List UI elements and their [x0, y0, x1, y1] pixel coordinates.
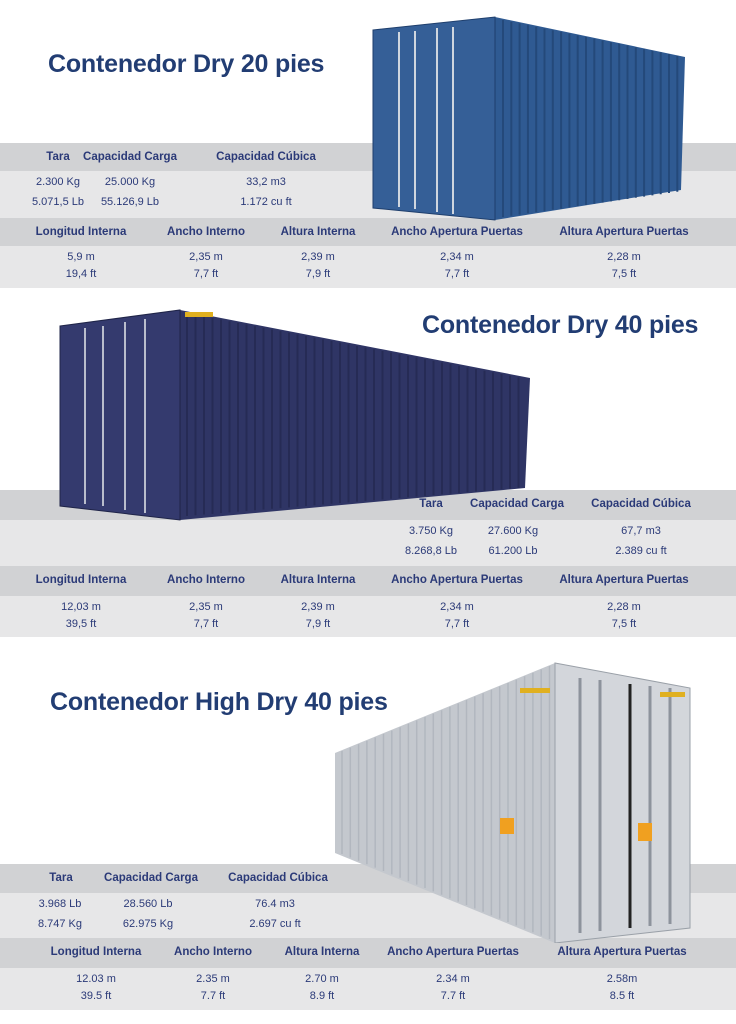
- weights-column-header: Tara: [419, 498, 443, 510]
- dimensions-column-header: Ancho Interno: [174, 946, 252, 958]
- dimensions-data-band: [0, 246, 736, 288]
- dimensions-column-header: Altura Apertura Puertas: [557, 946, 687, 958]
- dimensions-header-band: [0, 218, 736, 246]
- weights-cell: 62.975 Kg: [122, 918, 174, 930]
- dimensions-column-header: Ancho Apertura Puertas: [391, 226, 523, 238]
- dimensions-cell: 8.9 ft: [309, 990, 335, 1002]
- dimensions-column-header: Ancho Apertura Puertas: [387, 946, 519, 958]
- dimensions-cell: 7,5 ft: [611, 268, 637, 280]
- weights-column-header: Capacidad Carga: [104, 872, 198, 884]
- weights-cell: 5.071,5 Lb: [32, 196, 84, 208]
- weights-cell: 2.389 cu ft: [615, 545, 667, 557]
- dimensions-cell: 2.35 m: [196, 973, 230, 985]
- dimensions-cell: 2,28 m: [607, 251, 641, 263]
- dimensions-cell: 2,28 m: [607, 601, 641, 613]
- dimensions-column-header: Altura Apertura Puertas: [559, 226, 689, 238]
- weights-cell: 25.000 Kg: [104, 176, 156, 188]
- weights-cell: 2.697 cu ft: [249, 918, 301, 930]
- weights-cell: 1.172 cu ft: [240, 196, 292, 208]
- section-title: Contenedor High Dry 40 pies: [50, 688, 388, 716]
- dimensions-cell: 7,7 ft: [444, 268, 470, 280]
- dimensions-cell: 2.34 m: [436, 973, 470, 985]
- dimensions-data-band: [0, 596, 736, 637]
- dimensions-cell: 7,7 ft: [193, 268, 219, 280]
- weights-cell: 8.747 Kg: [37, 918, 83, 930]
- dimensions-cell: 2,34 m: [440, 251, 474, 263]
- weights-cell: 3.968 Lb: [38, 898, 82, 910]
- dimensions-cell: 7,5 ft: [611, 618, 637, 630]
- weights-cell: 2.300 Kg: [35, 176, 81, 188]
- dimensions-column-header: Longitud Interna: [35, 226, 127, 238]
- weights-cell: 55.126,9 Lb: [100, 196, 160, 208]
- weights-cell: 3.750 Kg: [408, 525, 454, 537]
- dimensions-cell: 2,35 m: [189, 251, 223, 263]
- dimensions-cell: 7,7 ft: [193, 618, 219, 630]
- weights-cell: 8.268,8 Lb: [405, 545, 457, 557]
- weights-cell: 27.600 Kg: [487, 525, 539, 537]
- dimensions-cell: 2.58m: [606, 973, 638, 985]
- dimensions-column-header: Ancho Interno: [167, 226, 245, 238]
- weights-column-header: Capacidad Carga: [470, 498, 564, 510]
- dimensions-cell: 5,9 m: [67, 251, 95, 263]
- dimensions-cell: 12,03 m: [61, 601, 101, 613]
- dimensions-cell: 7.7 ft: [440, 990, 466, 1002]
- container-photo: [59, 309, 530, 521]
- weights-column-header: Capacidad Cúbica: [216, 151, 316, 163]
- dimensions-cell: 7.7 ft: [200, 990, 226, 1002]
- dimensions-cell: 12.03 m: [76, 973, 116, 985]
- dimensions-column-header: Ancho Apertura Puertas: [391, 574, 523, 586]
- weights-column-header: Tara: [46, 151, 70, 163]
- container-photo: [335, 662, 691, 943]
- weights-column-header: Tara: [49, 872, 73, 884]
- weights-cell: 28.560 Lb: [123, 898, 173, 910]
- dimensions-column-header: Longitud Interna: [50, 946, 142, 958]
- weights-cell: 33,2 m3: [246, 176, 286, 188]
- section-title: Contenedor Dry 20 pies: [48, 50, 325, 78]
- dimensions-cell: 7,7 ft: [444, 618, 470, 630]
- weights-column-header: Capacidad Cúbica: [591, 498, 691, 510]
- weights-cell: 76.4 m3: [255, 898, 295, 910]
- dimensions-cell: 7,9 ft: [305, 618, 331, 630]
- dimensions-column-header: Altura Interna: [280, 574, 356, 586]
- dimensions-cell: 2,35 m: [189, 601, 223, 613]
- container-photo: [372, 16, 685, 221]
- dimensions-column-header: Altura Apertura Puertas: [559, 574, 689, 586]
- dimensions-cell: 7,9 ft: [305, 268, 331, 280]
- dimensions-cell: 2,34 m: [440, 601, 474, 613]
- dimensions-column-header: Longitud Interna: [35, 574, 127, 586]
- dimensions-cell: 19,4 ft: [65, 268, 97, 280]
- dimensions-cell: 39,5 ft: [65, 618, 97, 630]
- dimensions-data-band: [0, 968, 736, 1010]
- dimensions-column-header: Ancho Interno: [167, 574, 245, 586]
- dimensions-cell: 2,39 m: [301, 601, 335, 613]
- section-title: Contenedor Dry 40 pies: [422, 311, 699, 339]
- weights-cell: 61.200 Lb: [488, 545, 538, 557]
- weights-cell: 67,7 m3: [621, 525, 661, 537]
- dimensions-cell: 39.5 ft: [80, 990, 112, 1002]
- dimensions-header-band: [0, 938, 736, 968]
- weights-column-header: Capacidad Carga: [83, 151, 177, 163]
- dimensions-column-header: Altura Interna: [280, 226, 356, 238]
- dimensions-cell: 2,39 m: [301, 251, 335, 263]
- dimensions-header-band: [0, 566, 736, 596]
- dimensions-cell: 8.5 ft: [609, 990, 635, 1002]
- dimensions-column-header: Altura Interna: [284, 946, 360, 958]
- weights-column-header: Capacidad Cúbica: [228, 872, 328, 884]
- dimensions-cell: 2.70 m: [305, 973, 339, 985]
- weights-data-band: [0, 520, 736, 566]
